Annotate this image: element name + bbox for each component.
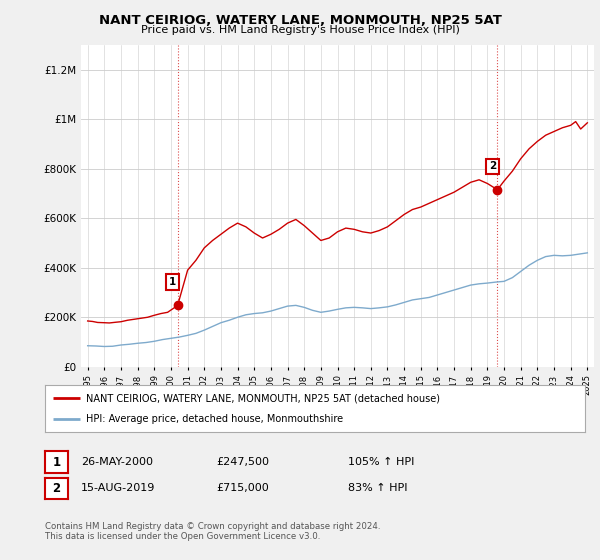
- Text: Price paid vs. HM Land Registry's House Price Index (HPI): Price paid vs. HM Land Registry's House …: [140, 25, 460, 35]
- Text: £715,000: £715,000: [216, 483, 269, 493]
- Text: 2: 2: [489, 161, 496, 171]
- Text: 1: 1: [52, 455, 61, 469]
- Text: 2: 2: [52, 482, 61, 495]
- Text: 105% ↑ HPI: 105% ↑ HPI: [348, 457, 415, 467]
- Text: £247,500: £247,500: [216, 457, 269, 467]
- Text: NANT CEIRIOG, WATERY LANE, MONMOUTH, NP25 5AT (detached house): NANT CEIRIOG, WATERY LANE, MONMOUTH, NP2…: [86, 393, 439, 403]
- Text: HPI: Average price, detached house, Monmouthshire: HPI: Average price, detached house, Monm…: [86, 414, 343, 424]
- Text: 15-AUG-2019: 15-AUG-2019: [81, 483, 155, 493]
- Text: 83% ↑ HPI: 83% ↑ HPI: [348, 483, 407, 493]
- Text: Contains HM Land Registry data © Crown copyright and database right 2024.
This d: Contains HM Land Registry data © Crown c…: [45, 522, 380, 542]
- Text: 1: 1: [169, 277, 176, 287]
- Text: NANT CEIRIOG, WATERY LANE, MONMOUTH, NP25 5AT: NANT CEIRIOG, WATERY LANE, MONMOUTH, NP2…: [98, 14, 502, 27]
- Text: 26-MAY-2000: 26-MAY-2000: [81, 457, 153, 467]
